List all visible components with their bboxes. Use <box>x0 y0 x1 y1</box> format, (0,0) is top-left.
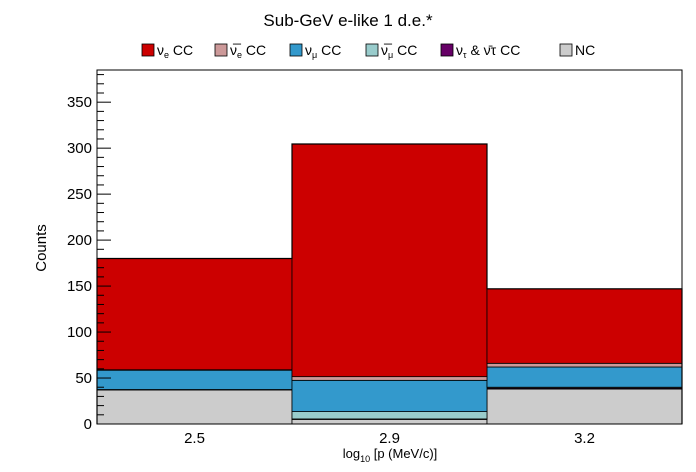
x-axis-label-rest: [p (MeV/c)] <box>370 446 437 461</box>
legend-swatch-nue <box>141 43 155 57</box>
y-tick-label: 0 <box>84 416 92 433</box>
bar-nuebar-2.9 <box>291 376 488 381</box>
bar-nue-3.2 <box>486 288 683 364</box>
legend-swatch-numu <box>289 43 303 57</box>
bar-numu-2.9 <box>291 379 488 412</box>
x-axis-label-main: log <box>343 446 360 461</box>
legend: νe CC ν̅e CC νμ CC ν̅μ CC ντ & ν̄τ CC NC <box>141 42 595 60</box>
y-tick-label: 350 <box>67 94 92 111</box>
bar-numu-2.5 <box>96 369 293 390</box>
bar-nuebar-3.2 <box>486 362 683 368</box>
y-tick-label: 250 <box>67 186 92 203</box>
x-axis-label-subscript: 10 <box>360 454 370 464</box>
bar-nc-3.2 <box>486 388 683 425</box>
legend-label-nc: NC <box>575 42 595 58</box>
bar-nc-2.5 <box>96 389 293 425</box>
chart-title: Sub-GeV e-like 1 d.e.* <box>263 11 433 30</box>
bar-nc-2.9 <box>291 419 488 425</box>
legend-label-nuebar: ν̅e CC <box>230 42 266 60</box>
plot-area <box>96 70 683 425</box>
legend-swatch-numubar <box>365 43 379 57</box>
bar-nue-2.9 <box>291 143 488 378</box>
plot-frame <box>96 69 683 425</box>
y-tick-label: 100 <box>67 324 92 341</box>
x-tick-label: 2.9 <box>379 430 400 447</box>
legend-label-nue: νe CC <box>157 42 193 60</box>
axes: 0 50 100 150 200 250 300 350 2.5 2.9 3.2 <box>67 69 683 447</box>
histogram-envelope <box>96 143 683 424</box>
y-tick-label: 300 <box>67 140 92 157</box>
legend-label-numu: νμ CC <box>305 42 341 60</box>
x-axis-label: log10 [p (MeV/c)] <box>343 446 438 464</box>
y-tick-label: 200 <box>67 232 92 249</box>
x-tick-label: 3.2 <box>574 430 595 447</box>
legend-swatch-nuebar <box>214 43 228 57</box>
bar-nue-2.5 <box>96 258 293 371</box>
y-tick-label: 150 <box>67 278 92 295</box>
x-tick-label: 2.5 <box>184 430 205 447</box>
bar-numubar-2.9 <box>291 411 488 420</box>
legend-swatch-nc <box>559 43 573 57</box>
bar-numu-3.2 <box>486 366 683 388</box>
y-tick-label: 50 <box>75 370 92 387</box>
legend-label-nutau: ντ & ν̄τ CC <box>456 42 520 60</box>
y-axis-label: Counts <box>33 224 50 272</box>
legend-label-numubar: ν̅μ CC <box>381 42 417 60</box>
legend-swatch-nutau <box>440 43 454 57</box>
